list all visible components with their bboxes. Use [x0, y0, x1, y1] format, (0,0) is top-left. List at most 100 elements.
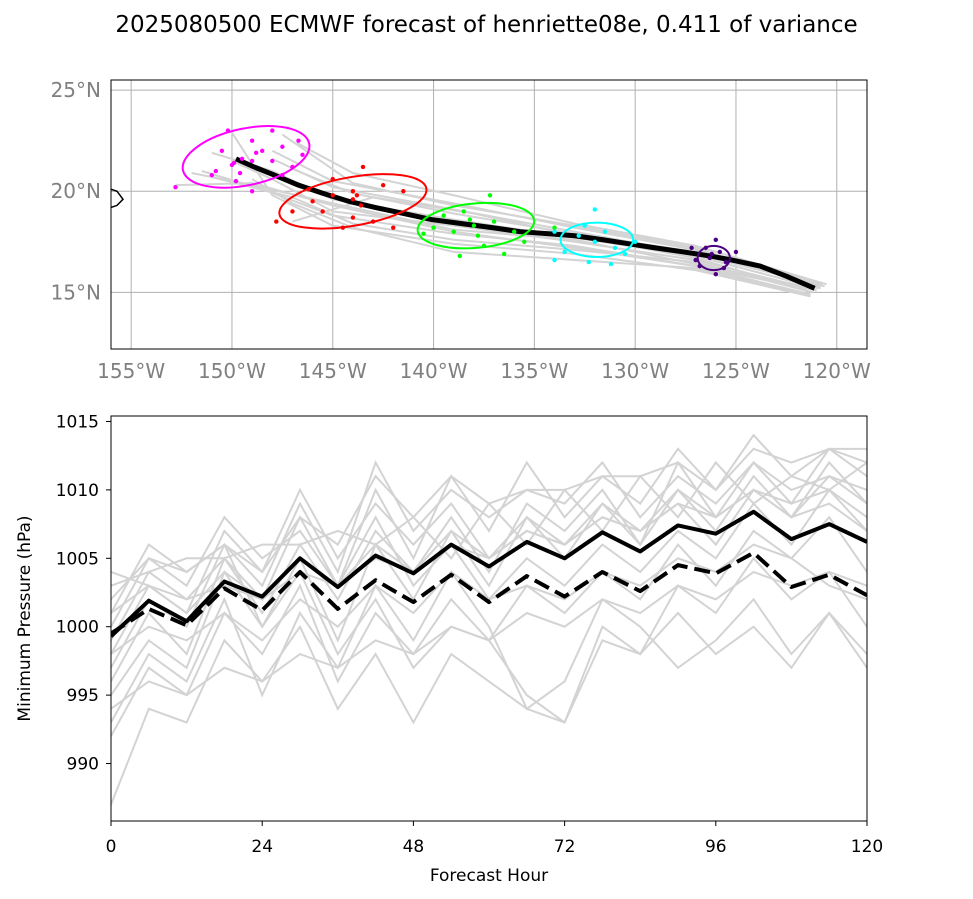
map-x-tick-label: 145°W: [299, 359, 367, 383]
ensemble-track: [281, 133, 821, 290]
ensemble-pressure-line: [111, 570, 867, 723]
pressure-frame: [110, 415, 868, 822]
member-point: [552, 257, 557, 263]
member-point: [358, 203, 364, 208]
ensemble-track: [295, 141, 827, 286]
member-point: [431, 225, 436, 230]
member-point: [733, 249, 739, 255]
member-point: [717, 249, 723, 255]
member-point: [300, 152, 305, 158]
coastline: [111, 188, 124, 209]
map-x-tick-label: 150°W: [198, 359, 266, 383]
member-point: [461, 209, 466, 214]
map-x-tick-label: 125°W: [702, 359, 770, 383]
map-x-tick-label: 155°W: [97, 359, 165, 383]
pressure-y-tick-label: 990: [67, 755, 99, 775]
map-y-tick-label: 20°N: [51, 179, 101, 203]
ensemble-pressure-line: [111, 474, 867, 615]
pressure-plot-area: [111, 433, 867, 805]
member-point: [552, 225, 557, 230]
pressure-x-tick-label: 120: [851, 837, 883, 857]
member-point: [592, 239, 598, 245]
ensemble-pressure-line: [111, 556, 867, 805]
member-point: [709, 251, 714, 257]
member-point: [290, 209, 295, 214]
member-point: [576, 233, 581, 238]
member-point: [350, 215, 356, 220]
member-point: [249, 158, 255, 164]
pressure-y-axis-label: Minimum Pressure (hPa): [15, 515, 35, 721]
pressure-y-tick-label: 1005: [56, 549, 99, 569]
map-x-tick-label: 135°W: [500, 359, 568, 383]
ensemble-pressure-line: [111, 543, 867, 655]
member-point: [612, 245, 618, 251]
member-point: [522, 239, 527, 245]
member-point: [552, 229, 557, 234]
pressure-x-axis-label: Forecast Hour: [430, 866, 548, 886]
figure-title: 2025080500 ECMWF forecast of henriette08…: [115, 12, 858, 38]
uncertainty-ellipse: [559, 221, 635, 258]
member-point: [233, 178, 239, 184]
member-point: [253, 150, 259, 156]
uncertainty-ellipse: [416, 201, 536, 250]
ensemble-track: [251, 178, 809, 296]
member-point: [237, 170, 243, 176]
mean-pressure-dashed-line: [111, 550, 867, 636]
member-point: [354, 193, 360, 198]
map-frame: [110, 79, 868, 350]
member-point: [622, 251, 628, 257]
member-point: [713, 237, 718, 242]
member-point: [249, 138, 255, 143]
map-x-tick-label: 140°W: [400, 359, 468, 383]
member-point: [213, 168, 219, 174]
member-point: [441, 213, 446, 218]
mean-track: [234, 156, 816, 291]
ensemble-pressure-line: [111, 460, 867, 669]
uncertainty-ellipse: [278, 173, 428, 230]
member-point: [586, 259, 591, 265]
member-point: [280, 144, 285, 149]
member-point: [475, 233, 481, 238]
member-point: [512, 229, 517, 234]
pressure-x-tick-label: 0: [106, 837, 117, 857]
member-point: [602, 229, 608, 234]
member-point: [707, 255, 712, 261]
member-point: [274, 219, 279, 224]
member-point: [350, 189, 356, 194]
uncertainty-ellipse: [696, 244, 731, 272]
map-y-tick-label: 25°N: [51, 78, 101, 102]
member-point: [260, 148, 265, 153]
ensemble-pressure-line: [111, 447, 867, 641]
member-point: [219, 148, 225, 153]
member-point: [360, 164, 366, 170]
member-point: [330, 193, 335, 198]
member-point: [608, 261, 614, 267]
member-point: [562, 249, 567, 255]
member-point: [320, 209, 325, 214]
member-point: [270, 158, 275, 164]
pressure-y-tick-label: 995: [67, 686, 99, 706]
member-point: [391, 225, 396, 230]
member-point: [249, 189, 255, 194]
member-point: [296, 138, 301, 143]
ensemble-pressure-line: [111, 460, 867, 587]
pressure-x-tick-label: 24: [251, 837, 273, 857]
member-point: [231, 160, 237, 166]
member-point: [592, 207, 598, 212]
pressure-y-tick-label: 1015: [56, 412, 99, 432]
map-x-tick-label: 130°W: [601, 359, 669, 383]
member-point: [487, 193, 493, 198]
pressure-x-tick-label: 96: [705, 837, 727, 857]
member-point: [457, 253, 462, 259]
member-point: [689, 245, 694, 251]
member-point: [350, 197, 356, 202]
member-point: [451, 229, 456, 234]
member-point: [491, 219, 497, 224]
map-plot-area: [111, 80, 867, 349]
member-point: [239, 156, 245, 162]
ensemble-pressure-line: [111, 447, 867, 601]
pressure-x-tick-label: 48: [403, 837, 425, 857]
member-point: [471, 223, 477, 228]
member-point: [310, 199, 315, 204]
